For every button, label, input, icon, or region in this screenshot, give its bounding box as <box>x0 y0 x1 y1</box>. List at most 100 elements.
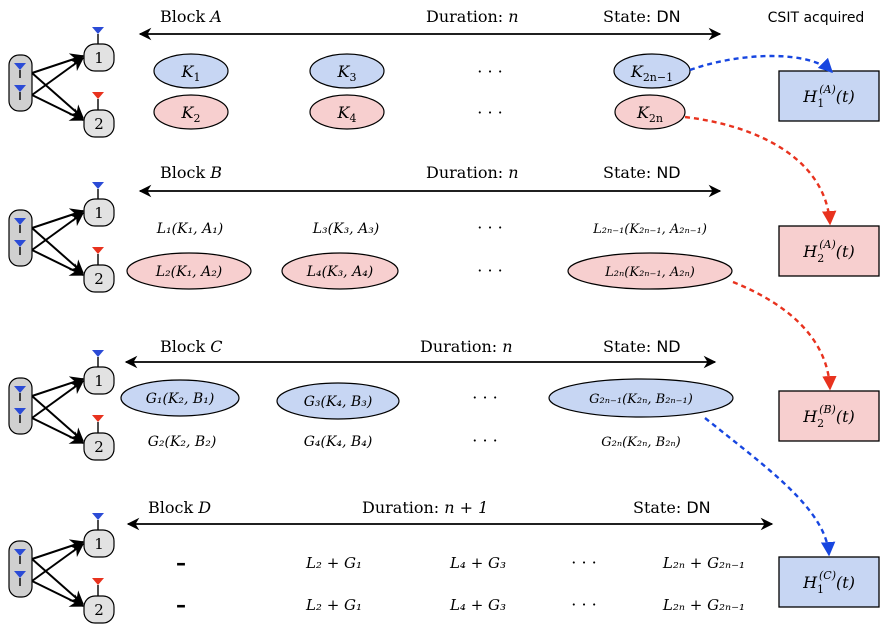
tx-antenna-icon <box>14 63 26 78</box>
csit-box-h1-a: H1(A)(t) <box>778 70 880 122</box>
csit-box-h2-a: H2(A)(t) <box>778 225 880 277</box>
feedback-arrow-blue-c <box>704 417 836 557</box>
symbol-ellipse-k3 <box>309 53 385 89</box>
block-c-state: State: ND <box>603 337 681 356</box>
network-block-c: 1 2 <box>8 350 115 461</box>
block-a-state-value: DN <box>656 7 680 26</box>
receiver-1-label: 1 <box>94 49 104 67</box>
rx1-antenna-icon <box>92 350 104 368</box>
symbol-l2: L₂(K₁, A₂) <box>155 264 223 280</box>
network-block-b: 1 2 <box>8 182 115 293</box>
ellipsis: · · · <box>571 553 596 572</box>
feedback-arrow-red-b <box>732 280 837 391</box>
symbol-k2: K2 <box>181 103 201 125</box>
block-d-duration: Duration: n + 1 <box>362 498 488 517</box>
tx-antenna-icon <box>14 571 26 586</box>
dash: – <box>176 551 186 575</box>
receiver-1-label: 1 <box>94 372 104 390</box>
block-c-title: Block C <box>160 337 223 356</box>
symbol-ellipse-k1 <box>153 53 229 89</box>
rx2-antenna-icon <box>92 247 104 265</box>
block-b-title: Block B <box>160 163 222 182</box>
block-a-title-prefix: Block <box>160 7 210 26</box>
block-b-duration: Duration: n <box>426 163 519 182</box>
block-a-state: State: DN <box>603 7 681 26</box>
ellipsis: · · · <box>477 62 502 81</box>
ellipsis: · · · <box>477 103 502 122</box>
tx-antenna-icon <box>14 408 26 423</box>
symbol-k4: K4 <box>337 103 357 125</box>
symbol-ellipse-g2n-1 <box>548 378 734 418</box>
network-block-d: 1 2 <box>8 513 115 624</box>
symbol-l2n-1: L₂ₙ₋₁(K₂ₙ₋₁, A₂ₙ₋₁) <box>592 222 707 237</box>
transmitter <box>8 209 33 267</box>
rx2-antenna-icon <box>92 92 104 110</box>
symbol-l4: L₄(K₃, A₄) <box>306 264 374 280</box>
symbol-l1: L₁(K₁, A₁) <box>156 221 224 237</box>
csit-box-h2-b: H2(B)(t) <box>778 390 880 442</box>
symbol-ellipse-l2 <box>126 252 252 290</box>
symbol-ellipse-l2n <box>567 252 733 290</box>
feedback-arrow-red-a <box>684 115 837 226</box>
sum-l2-g1: L₂ + G₁ <box>305 596 362 614</box>
csit-h1-c-label: H1(C)(t) <box>802 569 855 596</box>
symbol-ellipse-k2n <box>614 94 686 130</box>
symbol-ellipse-l4 <box>281 252 399 290</box>
symbol-g2n: G₂ₙ(K₂ₙ, B₂ₙ) <box>601 435 681 450</box>
block-a-duration: Duration: n <box>426 7 519 26</box>
sum-l4-g3: L₄ + G₃ <box>449 596 506 614</box>
symbol-g1: G₁(K₂, B₁) <box>146 391 215 407</box>
tx-antenna-icon <box>14 549 26 564</box>
ellipsis: · · · <box>477 218 502 237</box>
symbol-ellipse-k4 <box>309 94 385 130</box>
receiver-1 <box>83 198 115 227</box>
symbol-g4: G₄(K₄, B₄) <box>304 434 373 450</box>
sum-l2-g1: L₂ + G₁ <box>305 554 362 572</box>
receiver-2-label: 2 <box>94 438 104 456</box>
csit-h2-a-label: H2(A)(t) <box>802 238 854 265</box>
block-a-title-var: A <box>208 7 222 26</box>
symbol-g3: G₃(K₄, B₃) <box>304 394 373 410</box>
block-c: 1 2 Block C Duration: n State: ND G₁(K₂,… <box>8 337 734 461</box>
block-a-duration-value: n <box>508 7 518 26</box>
symbol-k3: K3 <box>337 62 357 84</box>
receiver-2-label: 2 <box>94 601 104 619</box>
symbol-k2n: K2n <box>636 103 663 125</box>
block-a: 1 2 Block A Duration: n State: DN K1 K3 … <box>8 7 722 138</box>
symbol-k2n-1: K2n−1 <box>630 62 673 84</box>
symbol-l2n: L₂ₙ(K₂ₙ₋₁, A₂ₙ) <box>604 265 695 280</box>
block-b: 1 2 Block B Duration: n State: ND L₁(K₁,… <box>8 163 733 293</box>
receiver-2-label: 2 <box>94 115 104 133</box>
block-a-state-prefix: State: <box>603 7 656 26</box>
feedback-arrow-blue-a <box>689 54 834 74</box>
receiver-2 <box>83 595 115 624</box>
rx1-antenna-icon <box>92 182 104 200</box>
block-d: 1 2 Block D Duration: n + 1 State: DN – … <box>8 498 774 624</box>
tx-antenna-icon <box>14 218 26 233</box>
symbol-ellipse-k2n-1 <box>613 53 691 89</box>
ellipsis: · · · <box>472 388 497 407</box>
receiver-1 <box>83 366 115 395</box>
dash: – <box>176 593 186 617</box>
tx-antenna-icon <box>14 85 26 100</box>
symbol-g2: G₂(K₂, B₂) <box>148 434 217 450</box>
csit-h1-a-label: H1(A)(t) <box>802 83 854 110</box>
transmitter <box>8 540 33 598</box>
rx1-antenna-icon <box>92 27 104 45</box>
csit-h2-b-label: H2(B)(t) <box>802 403 855 430</box>
csit-acquired-header: CSIT acquired <box>768 10 865 26</box>
symbol-l3: L₃(K₃, A₃) <box>312 221 380 237</box>
ellipsis: · · · <box>571 595 596 614</box>
receiver-1 <box>83 43 115 72</box>
rx2-antenna-icon <box>92 578 104 596</box>
block-d-state: State: DN <box>633 498 711 517</box>
tx-antenna-icon <box>14 240 26 255</box>
tx-antenna-icon <box>14 386 26 401</box>
block-d-title: Block D <box>148 498 211 517</box>
receiver-2 <box>83 264 115 293</box>
receiver-2-label: 2 <box>94 270 104 288</box>
block-a-duration-prefix: Duration: <box>426 7 508 26</box>
symbol-g2n-1: G₂ₙ₋₁(K₂ₙ, B₂ₙ₋₁) <box>589 392 693 407</box>
sum-l2n-g2n-1: L₂ₙ + G₂ₙ₋₁ <box>662 596 745 614</box>
